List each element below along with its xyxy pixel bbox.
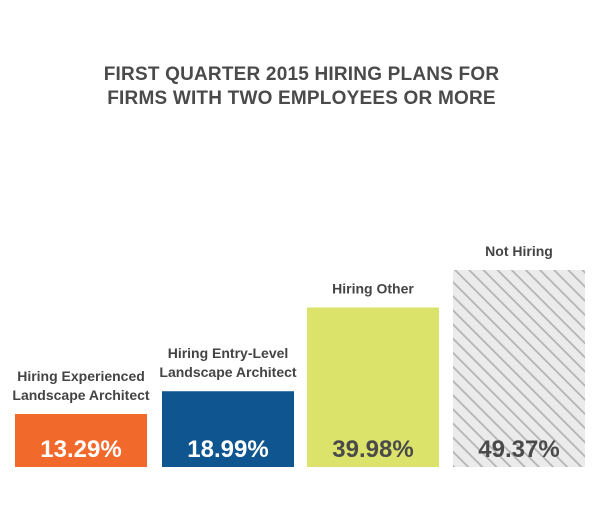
bar-category-label: Landscape Architect [159, 364, 297, 380]
bar-category-label: Not Hiring [485, 243, 553, 259]
chart-title: FIRST QUARTER 2015 HIRING PLANS FOR FIRMS… [104, 64, 500, 109]
bar-value-label: 13.29% [40, 436, 121, 463]
bar-value-label: 39.98% [332, 436, 413, 463]
bar-category-label: Hiring Other [332, 280, 414, 296]
bar [453, 270, 585, 467]
bar-category-label: Landscape Architect [12, 387, 150, 403]
bars: 13.29% Hiring Experienced Landscape Archit… [12, 243, 585, 467]
bar [307, 307, 439, 467]
bar-value-label: 49.37% [478, 436, 559, 463]
bar-value-label: 18.99% [187, 436, 268, 463]
bar [15, 413, 147, 467]
chart-title-line: FIRMS WITH TWO EMPLOYEES OR MORE [107, 88, 496, 109]
bar-category-label: Hiring Entry-Level [168, 345, 289, 361]
bar [162, 391, 294, 467]
chart-title-line: FIRST QUARTER 2015 HIRING PLANS FOR [104, 64, 500, 85]
bar-category-label: Hiring Experienced [17, 368, 145, 384]
